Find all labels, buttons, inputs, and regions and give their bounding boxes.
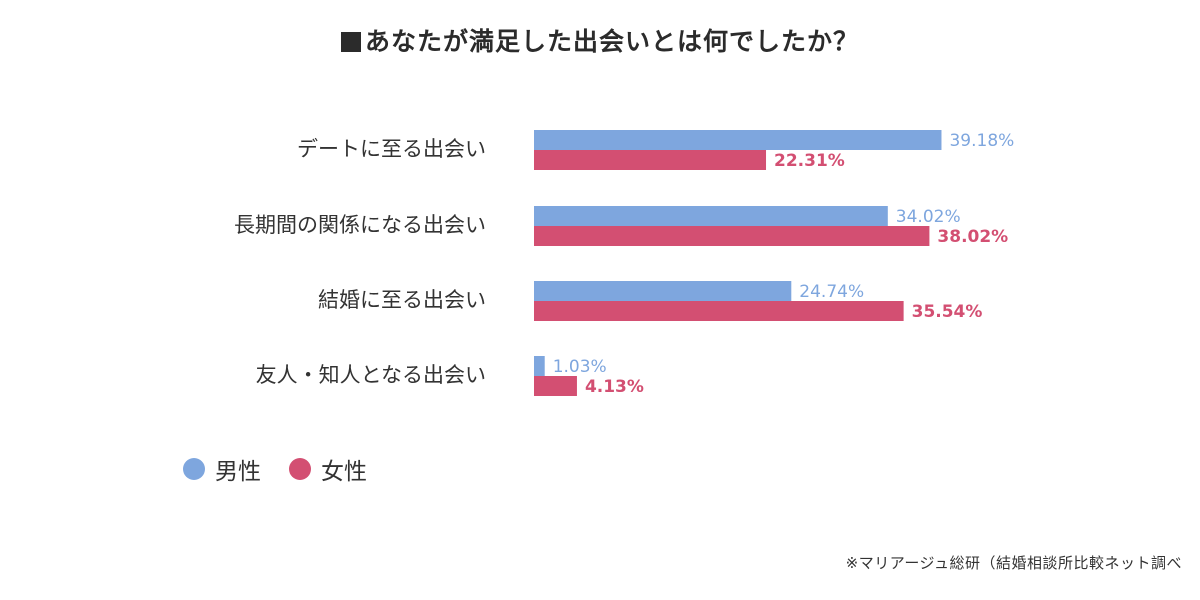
chart-title: あなたが満足した出会いとは何でしたか？ (0, 22, 1200, 58)
legend-dot-icon-male (183, 458, 205, 480)
category-label: 友人・知人となる出会い (256, 363, 486, 387)
legend-item-male: 男性 (183, 452, 261, 486)
title-square-icon (340, 32, 361, 52)
legend-label-female: 女性 (321, 459, 367, 485)
chart-title-text: あなたが満足した出会いとは何でしたか？ (364, 27, 859, 56)
legend-item-female: 女性 (289, 452, 367, 486)
category-label: 長期間の関係になる出会い (234, 213, 486, 237)
bar-male (534, 130, 942, 150)
legend: 男性 女性 (183, 452, 395, 486)
legend-label-male: 男性 (215, 459, 261, 485)
data-label: 1.03% (553, 357, 607, 377)
data-label: 35.54% (912, 302, 983, 322)
source-note: ※マリアージュ総研（結婚相談所比較ネット調べ (845, 554, 1182, 572)
bar-male (534, 281, 792, 301)
data-label: 4.13% (585, 377, 644, 397)
bar-female (534, 376, 577, 396)
data-label: 39.18% (949, 131, 1014, 151)
bar-female (534, 150, 767, 170)
bar-female (534, 301, 904, 321)
category-label: 結婚に至る出会い (318, 288, 486, 312)
bar-male (534, 206, 888, 226)
bar-female (534, 226, 930, 246)
bar-male (534, 356, 545, 376)
data-label: 34.02% (896, 207, 961, 227)
data-label: 38.02% (937, 227, 1008, 247)
data-label: 22.31% (774, 151, 845, 171)
data-label: 24.74% (799, 282, 864, 302)
category-label: デートに至る出会い (297, 137, 486, 161)
legend-dot-icon-female (289, 458, 311, 480)
